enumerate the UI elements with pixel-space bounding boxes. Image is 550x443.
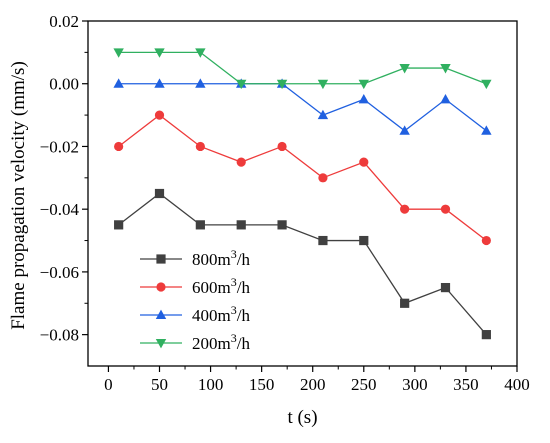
data-point-400 [358,94,369,104]
legend-item-400: 400m3/h [140,303,250,325]
data-point-600 [154,110,165,120]
data-point-600 [114,141,124,152]
series-400 [113,78,492,135]
legend-label: 600m3/h [192,275,250,297]
data-point-200 [195,48,206,58]
legend-marker [156,254,166,264]
data-point-600 [440,204,451,214]
legend-label: 800m3/h [192,247,250,269]
data-point-800 [236,220,246,230]
series-line-800 [118,192,487,336]
x-tick-label: 100 [198,375,224,394]
legend-item-800: 800m3/h [140,247,250,269]
x-tick-label: 50 [151,375,168,394]
data-point-200 [317,79,329,90]
x-tick-label: 250 [351,375,377,394]
plot-frame [87,20,518,367]
data-point-200 [236,79,247,90]
data-point-200 [358,79,369,90]
legend: 800m3/h 600m3/h 400m3/h 200m3/h [140,247,250,353]
data-point-400 [440,94,451,104]
legend-label: 400m3/h [192,303,250,325]
y-tick-label: −0.08 [40,326,79,345]
data-point-800 [481,330,491,340]
legend-marker [155,309,167,319]
series-line-600 [118,114,487,242]
legend-item-200: 200m3/h [140,331,250,353]
data-point-800 [440,282,451,293]
data-point-400 [195,78,206,88]
data-point-200 [154,48,165,58]
series-800 [114,188,491,340]
data-point-600 [277,141,287,152]
legend-marker [155,339,167,349]
series-600 [114,110,491,246]
x-tick-label: 400 [504,375,530,394]
legend-label: 200m3/h [192,331,250,353]
data-point-800 [154,188,165,199]
data-point-600 [236,157,246,167]
data-point-800 [114,220,124,230]
x-tick-label: 300 [402,375,428,394]
data-point-600 [400,204,410,214]
data-point-600 [195,141,205,152]
data-point-200 [481,79,492,90]
data-point-600 [359,157,369,167]
data-point-200 [399,64,410,74]
data-point-800 [277,220,287,230]
data-point-200 [440,64,451,74]
series-group [113,48,492,340]
data-point-800 [318,235,328,246]
data-point-800 [195,220,205,230]
x-tick-label: 0 [104,375,113,394]
series-line-200 [118,51,487,85]
data-point-600 [481,235,491,246]
data-point-400 [481,125,492,135]
y-tick-label: −0.04 [40,200,80,219]
data-point-800 [400,298,410,308]
data-point-200 [113,48,124,58]
y-tick-label: 0.00 [49,75,79,94]
x-tick-label: 150 [249,375,275,394]
y-axis-title: Flame propagation velocity (mm/s) [8,61,29,330]
data-point-800 [359,235,369,246]
data-point-200 [276,79,288,90]
y-tick-label: −0.02 [40,137,79,156]
data-point-400 [113,78,124,88]
series-line-400 [118,83,487,132]
y-tick-label: 0.02 [49,12,79,31]
data-point-600 [318,173,328,183]
x-axis-title: t (s) [287,407,317,428]
y-tick-label: −0.06 [40,263,79,282]
x-tick-label: 350 [453,375,479,394]
data-point-400 [154,78,165,88]
series-200 [113,48,492,90]
x-tick-label: 200 [300,375,326,394]
data-point-400 [317,109,329,120]
data-point-400 [399,125,410,135]
legend-item-600: 600m3/h [140,275,250,297]
axes: 0 50 100 150 200 250 300 350 400 −0.08 −0.06 −0.04 −… [40,12,530,394]
legend-marker [156,282,166,292]
